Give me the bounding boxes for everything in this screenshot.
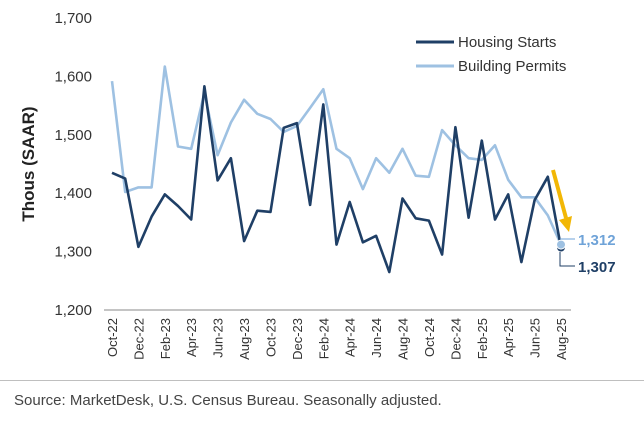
x-tick-label: Dec-23 xyxy=(290,318,305,360)
legend: Housing Starts Building Permits xyxy=(416,34,566,75)
series-layer xyxy=(110,65,566,274)
x-tick-label: Oct-23 xyxy=(263,318,278,357)
y-tick-label: 1,700 xyxy=(54,10,92,27)
x-tick-label: Feb-24 xyxy=(316,318,331,359)
annotations: 1,312 1,307 xyxy=(551,169,616,276)
x-tick-label: Apr-23 xyxy=(184,318,199,357)
x-tick-label: Apr-24 xyxy=(343,318,358,357)
end-marker-building-permits xyxy=(556,239,566,250)
x-tick-label: Feb-25 xyxy=(475,318,490,359)
y-tick-label: 1,500 xyxy=(54,127,92,144)
line-chart: 1,200 1,300 1,400 1,500 1,600 1,700 Thous (SA… xyxy=(19,10,616,360)
starts-callout-label: 1,307 xyxy=(578,259,616,276)
starts-callout-line xyxy=(559,252,575,267)
x-tick-label: Dec-22 xyxy=(131,318,146,360)
y-tick-label: 1,200 xyxy=(54,302,92,319)
y-tick-label: 1,600 xyxy=(54,68,92,85)
x-tick-label: Oct-22 xyxy=(105,318,120,357)
series-line-housing-starts xyxy=(111,85,563,274)
permits-callout-label: 1,312 xyxy=(578,232,616,249)
x-tick-label: Apr-25 xyxy=(501,318,516,357)
footer-divider xyxy=(0,380,644,381)
x-tick-label: Aug-24 xyxy=(396,318,411,360)
source-note: Source: MarketDesk, U.S. Census Bureau. … xyxy=(14,392,442,409)
x-tick-label: Feb-23 xyxy=(158,318,173,359)
x-tick-label: Aug-23 xyxy=(237,318,252,360)
x-tick-label: Jun-25 xyxy=(528,318,543,358)
y-tick-label: 1,300 xyxy=(54,244,92,261)
x-tick-label: Aug-25 xyxy=(554,318,569,360)
legend-label-building-permits: Building Permits xyxy=(458,58,566,75)
y-axis-ticks: 1,200 1,300 1,400 1,500 1,600 1,700 xyxy=(54,10,92,319)
x-tick-label: Jun-24 xyxy=(369,318,384,358)
y-axis-label: Thous (SAAR) xyxy=(19,106,38,221)
x-tick-label: Dec-24 xyxy=(448,318,463,360)
x-axis-ticks: Oct-22 Dec-22 Feb-23 Apr-23 Jun-23 Aug-23 Oct-… xyxy=(105,318,569,360)
x-tick-label: Oct-24 xyxy=(422,318,437,357)
x-tick-label: Jun-23 xyxy=(211,318,226,358)
y-tick-label: 1,400 xyxy=(54,185,92,202)
trend-arrow-shaft xyxy=(551,169,568,219)
legend-label-housing-starts: Housing Starts xyxy=(458,34,556,51)
trend-arrow-head xyxy=(559,216,572,232)
series-line-building-permits xyxy=(110,65,563,246)
